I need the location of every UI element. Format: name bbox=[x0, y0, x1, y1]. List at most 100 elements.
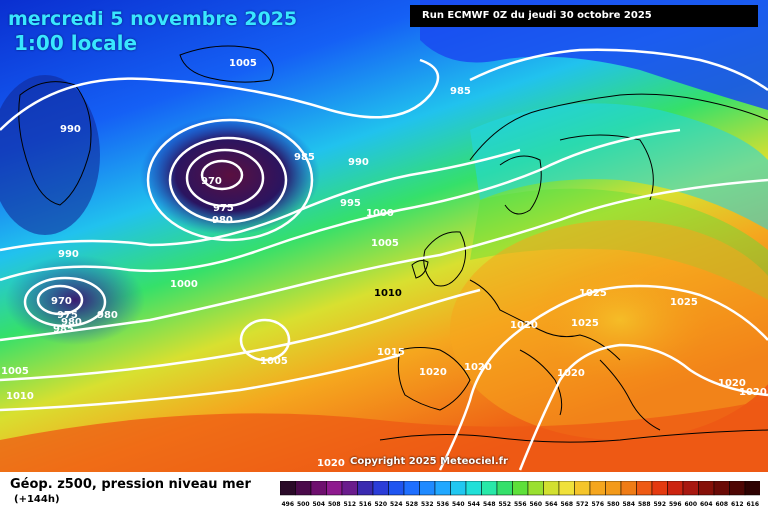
legend-swatch bbox=[698, 481, 715, 496]
isobar-label: 970 bbox=[201, 176, 222, 187]
legend-tick-label: 564 bbox=[545, 501, 558, 508]
isobar-label: 1025 bbox=[579, 288, 607, 299]
isobars bbox=[0, 48, 768, 471]
isobar-label: 1020 bbox=[464, 362, 492, 373]
isobar-label: 995 bbox=[340, 198, 361, 209]
legend-tick-label: 496 bbox=[281, 501, 294, 508]
legend-tick-label: 528 bbox=[405, 501, 418, 508]
model-run-label: Run ECMWF 0Z du jeudi 30 octobre 2025 bbox=[410, 5, 758, 27]
legend-swatch bbox=[434, 481, 451, 496]
isobar-label: 990 bbox=[58, 249, 79, 260]
color-scale-svg: 496 500 504 508 512 516 520 524 528 532 536 540 544 5… bbox=[280, 481, 760, 508]
legend-tick-label: 508 bbox=[328, 501, 341, 508]
isobar-label: 1020 bbox=[419, 367, 447, 378]
legend-tick-label: 596 bbox=[669, 501, 682, 508]
isobar-label: 970 bbox=[51, 296, 72, 307]
legend-swatch bbox=[295, 481, 312, 496]
legend-tick-label: 504 bbox=[312, 501, 325, 508]
legend-swatch bbox=[682, 481, 699, 496]
isobar-label: 1005 bbox=[371, 238, 399, 249]
legend-tick-label: 588 bbox=[638, 501, 651, 508]
legend-subtitle: (+144h) bbox=[14, 494, 60, 505]
legend-tick-label: 540 bbox=[452, 501, 465, 508]
isobar-label: 985 bbox=[53, 324, 74, 335]
legend-title: Géop. z500, pression niveau mer bbox=[10, 477, 251, 492]
legend-tick-label: 552 bbox=[498, 501, 511, 508]
legend-swatch bbox=[465, 481, 482, 496]
legend-swatch bbox=[357, 481, 374, 496]
cold-zone-north bbox=[420, 0, 768, 110]
isobar-label: 985 bbox=[294, 152, 315, 163]
legend-tick-label: 516 bbox=[359, 501, 372, 508]
isobar-label: 1005 bbox=[260, 356, 288, 367]
forecast-time: 1:00 locale bbox=[14, 31, 138, 55]
map-canvas bbox=[0, 0, 768, 472]
legend-tick-label: 580 bbox=[607, 501, 620, 508]
isobar-label: 1010 bbox=[6, 391, 34, 402]
coastlines bbox=[18, 45, 768, 443]
legend-swatch bbox=[667, 481, 684, 496]
isobar-label: 1025 bbox=[670, 297, 698, 308]
legend-swatch bbox=[543, 481, 560, 496]
legend-swatch bbox=[419, 481, 436, 496]
isobar-label: 990 bbox=[348, 157, 369, 168]
legend-swatch bbox=[729, 481, 746, 496]
legend-swatch bbox=[651, 481, 668, 496]
weather-map: 1005 985 990 985 990 970 975 980 995 100… bbox=[0, 0, 768, 472]
legend-tick-label: 560 bbox=[529, 501, 542, 508]
legend-tick-label: 616 bbox=[746, 501, 759, 508]
legend-tick-label: 536 bbox=[436, 501, 449, 508]
isobar-label: 975 bbox=[213, 203, 234, 214]
legend-swatch bbox=[512, 481, 529, 496]
legend-swatch bbox=[574, 481, 591, 496]
legend-swatch bbox=[372, 481, 389, 496]
legend-swatch bbox=[450, 481, 467, 496]
hot-south bbox=[0, 400, 768, 472]
isobar-label: 1005 bbox=[229, 58, 257, 69]
legend-tick-label: 500 bbox=[297, 501, 310, 508]
isobar-label: 1010 bbox=[374, 288, 402, 299]
isobar-label: 1000 bbox=[170, 279, 198, 290]
warm-core bbox=[530, 260, 710, 380]
isobar-label: 1015 bbox=[377, 347, 405, 358]
legend-swatch bbox=[496, 481, 513, 496]
isobar-label: 1005 bbox=[1, 366, 29, 377]
legend-swatch bbox=[481, 481, 498, 496]
isobar-label: 975 bbox=[57, 310, 78, 321]
legend-swatch bbox=[558, 481, 575, 496]
legend-tick-label: 608 bbox=[715, 501, 728, 508]
legend-swatch bbox=[310, 481, 327, 496]
isobar-label: 1025 bbox=[571, 318, 599, 329]
isobar-label: 990 bbox=[60, 124, 81, 135]
copyright-text: Copyright 2025 Meteociel.fr bbox=[350, 456, 508, 467]
legend-swatch bbox=[620, 481, 637, 496]
isobar-label: 980 bbox=[97, 310, 118, 321]
legend-swatch bbox=[744, 481, 760, 496]
legend-swatch bbox=[527, 481, 544, 496]
legend-swatch bbox=[326, 481, 343, 496]
legend-tick-label: 520 bbox=[374, 501, 387, 508]
legend-tick-label: 544 bbox=[467, 501, 480, 508]
isobar-label: 1000 bbox=[366, 208, 394, 219]
greenland-shade bbox=[0, 75, 100, 235]
legend-swatch bbox=[403, 481, 420, 496]
legend-tick-label: 512 bbox=[343, 501, 356, 508]
legend-tick-label: 548 bbox=[483, 501, 496, 508]
isobar-label: 1020 bbox=[739, 387, 767, 398]
legend-tick-label: 572 bbox=[576, 501, 589, 508]
legend-tick-label: 576 bbox=[591, 501, 604, 508]
isobar-label: 1020 bbox=[317, 458, 345, 469]
legend-swatch bbox=[713, 481, 730, 496]
legend-swatch bbox=[636, 481, 653, 496]
legend-tick-label: 592 bbox=[653, 501, 666, 508]
legend-swatch bbox=[605, 481, 622, 496]
isobar-label: 985 bbox=[450, 86, 471, 97]
legend-tick-label: 568 bbox=[560, 501, 573, 508]
isobar-label: 1020 bbox=[718, 378, 746, 389]
legend-tick-label: 604 bbox=[700, 501, 713, 508]
isobar-label: 1020 bbox=[557, 368, 585, 379]
legend-swatch bbox=[341, 481, 358, 496]
isobar-label: 1020 bbox=[510, 320, 538, 331]
legend-swatch bbox=[589, 481, 606, 496]
legend-tick-label: 584 bbox=[622, 501, 635, 508]
